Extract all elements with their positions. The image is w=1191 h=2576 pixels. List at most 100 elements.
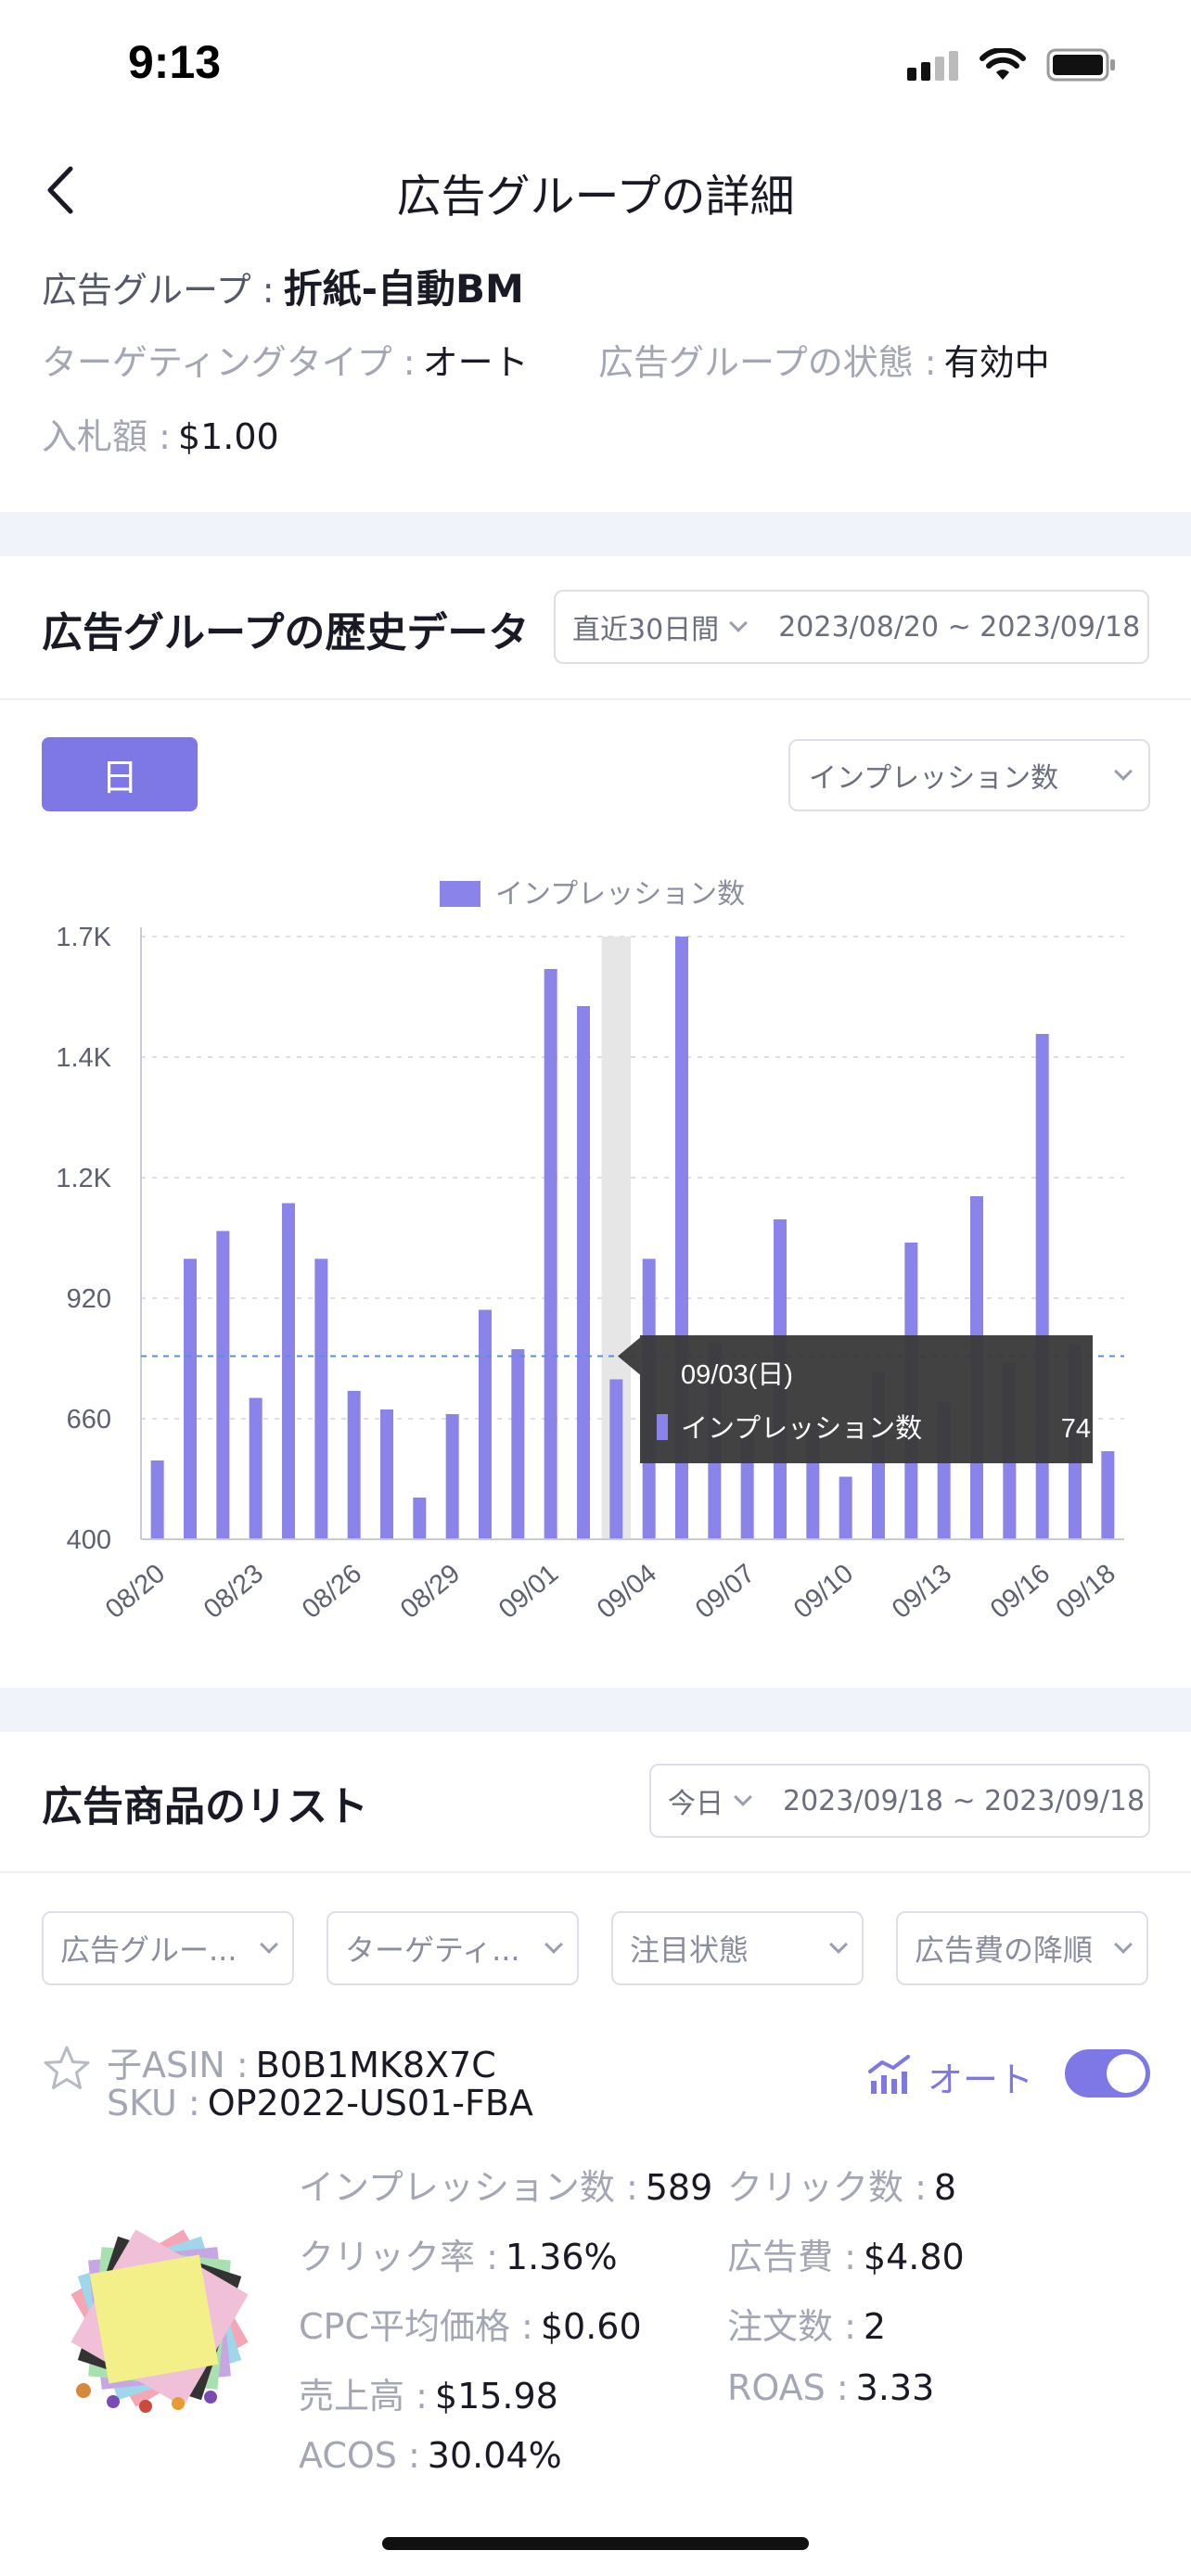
- metric-label: 広告費 :: [727, 2237, 856, 2277]
- filter-targeting[interactable]: ターゲティ...: [327, 1911, 579, 1985]
- chart-bar: [839, 1476, 852, 1539]
- group-state-value: 有効中: [943, 342, 1050, 383]
- asin-label: 子ASIN :: [107, 2045, 249, 2085]
- chart-bar: [577, 1006, 590, 1539]
- tooltip-value: 74: [1061, 1414, 1091, 1444]
- metric-roas: ROAS :3.33: [727, 2367, 934, 2408]
- chevron-down-icon: [734, 1788, 752, 1806]
- x-tick-label: 09/07: [690, 1559, 761, 1625]
- page-title: 広告グループの詳細: [396, 171, 795, 223]
- chevron-down-icon: [544, 1935, 563, 1954]
- y-tick-label: 1.2K: [56, 1164, 111, 1193]
- toggle-knob: [1107, 2054, 1146, 2093]
- y-tick-label: 1.7K: [56, 923, 111, 952]
- metric-ctr: クリック率 :1.36%: [299, 2228, 618, 2279]
- chart-bar: [347, 1391, 361, 1539]
- sku-row: SKU : OP2022-US01-FBA: [107, 2083, 533, 2123]
- chevron-down-icon: [1114, 762, 1133, 781]
- chart-bar: [150, 1460, 164, 1539]
- chart-bar: [380, 1409, 393, 1539]
- filter-attention-label: 注目状態: [630, 1932, 749, 1968]
- group-state-label: 広告グループの状態 :: [598, 342, 937, 383]
- chart-bar: [1035, 1034, 1049, 1539]
- filter-attention-state[interactable]: 注目状態: [611, 1911, 864, 1985]
- home-indicator: [382, 2537, 809, 2550]
- bid-value: $1.00: [177, 416, 279, 457]
- product-enabled-toggle[interactable]: [1065, 2049, 1150, 2098]
- sku-label: SKU :: [107, 2083, 200, 2123]
- metric-value: 8: [933, 2167, 957, 2208]
- chart-bar: [314, 1258, 328, 1539]
- metric-sales: 売上高 : $15.98: [299, 2367, 558, 2418]
- targeting-type-label: ターゲティングタイプ :: [42, 342, 416, 383]
- legend-swatch: [440, 881, 480, 907]
- targeting-row: ターゲティングタイプ : オート: [42, 334, 529, 385]
- cellular-signal-icon: [907, 51, 958, 81]
- section-rule: [0, 1871, 1191, 1873]
- chart-bar: [1101, 1451, 1115, 1539]
- ad-group-label: 広告グループ :: [42, 270, 275, 311]
- history-range-select[interactable]: 直近30日間: [556, 592, 762, 662]
- battery-icon: [1046, 48, 1115, 82]
- chart-bar: [609, 1379, 623, 1539]
- asin-row: 子ASIN : B0B1MK8X7C: [107, 2036, 496, 2087]
- star-icon[interactable]: [41, 2044, 93, 2094]
- history-section-title: 広告グループの歴史データ: [42, 609, 530, 657]
- metric-orders: 注文数 :2: [727, 2298, 886, 2349]
- history-date-filter: 直近30日間 2023/08/20 ~ 2023/09/18: [554, 590, 1149, 664]
- ad-group-name: 折紙-自動BM: [283, 266, 524, 312]
- tooltip-date: 09/03(日): [681, 1360, 793, 1390]
- ad-group-row: 広告グループ : 折紙-自動BM: [42, 258, 524, 314]
- chart-bar: [413, 1498, 427, 1539]
- metric-label: ROAS :: [727, 2367, 849, 2408]
- legend-label: インプレッション数: [495, 879, 745, 910]
- y-tick-label: 400: [67, 1525, 111, 1555]
- bid-row: 入札額 : $1.00: [42, 408, 279, 459]
- product-range-select[interactable]: 今日: [651, 1766, 766, 1836]
- filter-ad-group-label: 広告グルー...: [60, 1932, 237, 1968]
- metric-value: 2: [863, 2306, 887, 2347]
- x-tick-label: 08/29: [395, 1559, 466, 1625]
- x-tick-label: 09/10: [788, 1559, 859, 1625]
- group-state-row: 広告グループの状態 : 有効中: [598, 334, 1050, 385]
- sku-value: OP2022-US01-FBA: [207, 2083, 533, 2123]
- bid-label: 入札額 :: [42, 416, 171, 457]
- history-date-range[interactable]: 2023/08/20 ~ 2023/09/18: [778, 610, 1141, 644]
- wifi-icon: [980, 48, 1026, 80]
- chart-bar: [445, 1414, 459, 1539]
- granularity-day-button[interactable]: 日: [42, 737, 198, 811]
- metric-value: 1.36%: [505, 2237, 618, 2277]
- filter-ad-group[interactable]: 広告グルー...: [42, 1911, 294, 1985]
- chart-bar: [184, 1258, 197, 1539]
- x-tick-label: 08/20: [100, 1559, 171, 1625]
- metric-value: 589: [645, 2167, 713, 2208]
- section-divider: [0, 512, 1191, 556]
- product-date-range[interactable]: 2023/09/18 ~ 2023/09/18: [783, 1784, 1146, 1817]
- chart-bar: [544, 969, 557, 1539]
- metric-value: $15.98: [434, 2376, 558, 2417]
- chart-trend-icon: [868, 2055, 910, 2094]
- metric-label: 注文数 :: [727, 2306, 856, 2347]
- metric-label: クリック数 :: [727, 2167, 927, 2208]
- chevron-down-icon: [829, 1935, 848, 1954]
- tooltip-series: インプレッション数: [681, 1413, 922, 1444]
- status-icons: [907, 48, 1117, 82]
- targeting-mode-label: オート: [928, 2060, 1034, 2100]
- targeting-type-value: オート: [422, 342, 529, 383]
- x-tick-label: 09/01: [493, 1559, 564, 1625]
- product-image: [70, 2229, 249, 2413]
- tooltip-swatch: [657, 1414, 668, 1440]
- tooltip-box: [640, 1335, 1093, 1463]
- metric-label: 売上高 :: [299, 2376, 428, 2417]
- x-tick-label: 09/13: [887, 1559, 957, 1625]
- product-date-filter: 今日 2023/09/18 ~ 2023/09/18: [649, 1764, 1150, 1838]
- metric-value: 3.33: [855, 2367, 935, 2408]
- metric-clicks: クリック数 :8: [727, 2159, 956, 2210]
- filter-sort-spend[interactable]: 広告費の降順: [896, 1911, 1148, 1985]
- status-time: 9:13: [128, 36, 222, 88]
- metric-value: $0.60: [540, 2306, 642, 2347]
- metric-select[interactable]: インプレッション数: [788, 739, 1150, 811]
- back-chevron-icon[interactable]: [37, 158, 83, 223]
- chart-bar: [282, 1203, 295, 1539]
- history-range-label: 直近30日間: [572, 614, 720, 646]
